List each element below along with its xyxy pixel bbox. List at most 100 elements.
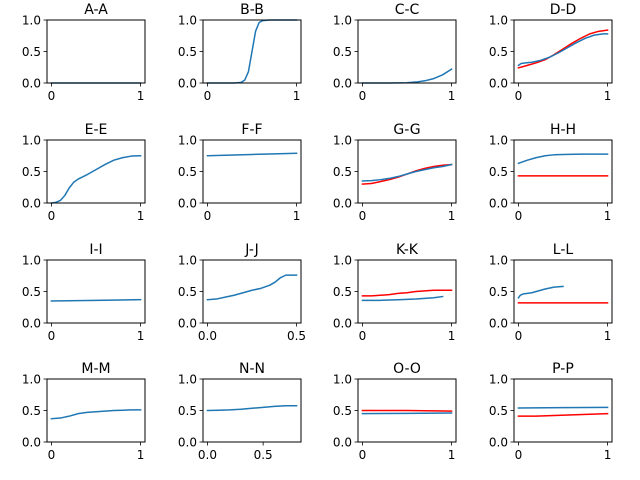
plot-frame bbox=[202, 259, 302, 324]
x-tick-label: 1 bbox=[293, 209, 301, 223]
x-tick-label: 0 bbox=[48, 329, 56, 343]
y-tick-label: 0.0 bbox=[178, 196, 197, 210]
subplot-p-p: P-P 0.0 0.5 1.0 0 1 bbox=[489, 361, 613, 462]
subplot-c-c: C-C 0.0 0.5 1.0 0 1 bbox=[333, 2, 457, 103]
y-tick-label: 1.0 bbox=[333, 13, 352, 27]
y-tick-label: 1.0 bbox=[22, 13, 41, 27]
x-tick-label: 1 bbox=[137, 329, 145, 343]
y-tick-label: 0.0 bbox=[178, 435, 197, 449]
subplot-f-f: F-F 0.0 0.5 1.0 0 1 bbox=[178, 122, 302, 223]
x-tick-label: 1 bbox=[604, 89, 612, 103]
y-tick-label: 0.0 bbox=[333, 435, 352, 449]
y-tick-label: 1.0 bbox=[22, 133, 41, 147]
y-tick-label: 1.0 bbox=[489, 13, 508, 27]
subplot-title: K-K bbox=[396, 242, 419, 258]
subplot-title: J-J bbox=[244, 242, 259, 258]
x-tick-label: 0 bbox=[359, 209, 367, 223]
y-tick-label: 1.0 bbox=[22, 372, 41, 386]
y-tick-label: 0.5 bbox=[178, 404, 197, 418]
plot-frame bbox=[46, 259, 146, 324]
subplot-n-n: N-N 0.0 0.5 1.0 0.0 0.5 bbox=[178, 361, 302, 462]
y-tick-label: 0.0 bbox=[22, 435, 41, 449]
series-line-0 bbox=[50, 154, 142, 204]
x-tick-label: 1 bbox=[604, 209, 612, 223]
series-line-0 bbox=[206, 152, 298, 157]
y-tick-label: 0.0 bbox=[178, 76, 197, 90]
subplot-title: D-D bbox=[550, 2, 577, 18]
subplot-o-o: O-O 0.0 0.5 1.0 0 1 bbox=[333, 361, 457, 462]
plot-frame bbox=[513, 378, 613, 443]
plot-frame bbox=[46, 19, 146, 84]
y-tick-label: 1.0 bbox=[333, 133, 352, 147]
series-line-1 bbox=[517, 406, 609, 409]
subplot-title: B-B bbox=[240, 2, 264, 18]
subplot-title: G-G bbox=[393, 122, 420, 138]
series-line-1 bbox=[517, 285, 564, 299]
series-line-0 bbox=[517, 29, 609, 69]
y-tick-label: 0.5 bbox=[489, 165, 508, 179]
x-tick-label: 0 bbox=[48, 89, 56, 103]
x-tick-label: 0 bbox=[515, 448, 523, 462]
x-tick-label: 0.5 bbox=[254, 448, 273, 462]
x-tick-label: 1 bbox=[448, 89, 456, 103]
y-tick-label: 0.0 bbox=[489, 196, 508, 210]
series-line-1 bbox=[361, 163, 453, 182]
series-line-0 bbox=[361, 409, 453, 412]
series-line-0 bbox=[206, 19, 298, 84]
plot-frame bbox=[357, 259, 457, 324]
series-line-0 bbox=[206, 405, 298, 412]
x-tick-label: 0 bbox=[359, 329, 367, 343]
series-line-1 bbox=[361, 412, 453, 415]
series-line-0 bbox=[50, 409, 142, 420]
y-tick-label: 1.0 bbox=[22, 253, 41, 267]
y-tick-label: 0.5 bbox=[333, 404, 352, 418]
y-tick-label: 0.5 bbox=[489, 285, 508, 299]
subplot-title: L-L bbox=[553, 242, 574, 258]
x-tick-label: 1 bbox=[604, 448, 612, 462]
y-tick-label: 0.5 bbox=[178, 285, 197, 299]
plot-frame bbox=[202, 139, 302, 204]
series-line-0 bbox=[50, 298, 142, 302]
y-tick-label: 0.5 bbox=[178, 45, 197, 59]
y-tick-label: 1.0 bbox=[489, 253, 508, 267]
y-tick-label: 0.0 bbox=[489, 316, 508, 330]
x-tick-label: 0 bbox=[48, 448, 56, 462]
subplot-title: F-F bbox=[241, 122, 262, 138]
y-tick-label: 0.5 bbox=[22, 165, 41, 179]
series-line-1 bbox=[517, 153, 609, 165]
subplot-b-b: B-B 0.0 0.5 1.0 0 1 bbox=[178, 2, 302, 103]
subplot-title: E-E bbox=[85, 122, 108, 138]
plot-frame bbox=[357, 139, 457, 204]
y-tick-label: 0.5 bbox=[489, 404, 508, 418]
series-line-1 bbox=[517, 33, 609, 67]
x-tick-label: 0 bbox=[48, 209, 56, 223]
subplot-i-i: I-I 0.0 0.5 1.0 0 1 bbox=[22, 242, 146, 343]
y-tick-label: 0.0 bbox=[22, 76, 41, 90]
subplot-g-g: G-G 0.0 0.5 1.0 0 1 bbox=[333, 122, 457, 223]
y-tick-label: 0.0 bbox=[22, 316, 41, 330]
plot-frame bbox=[513, 139, 613, 204]
series-line-1 bbox=[361, 295, 444, 302]
x-tick-label: 0.0 bbox=[198, 448, 217, 462]
x-tick-label: 0 bbox=[515, 89, 523, 103]
subplot-m-m: M-M 0.0 0.5 1.0 0 1 bbox=[22, 361, 146, 462]
x-tick-label: 0 bbox=[204, 89, 212, 103]
y-tick-label: 0.0 bbox=[22, 196, 41, 210]
y-tick-label: 0.0 bbox=[489, 76, 508, 90]
subplot-d-d: D-D 0.0 0.5 1.0 0 1 bbox=[489, 2, 613, 103]
subplot-e-e: E-E 0.0 0.5 1.0 0 1 bbox=[22, 122, 146, 223]
y-tick-label: 1.0 bbox=[489, 372, 508, 386]
x-tick-label: 1 bbox=[448, 329, 456, 343]
x-tick-label: 1 bbox=[137, 209, 145, 223]
y-tick-label: 0.5 bbox=[22, 45, 41, 59]
y-tick-label: 0.5 bbox=[178, 165, 197, 179]
y-tick-label: 0.5 bbox=[333, 165, 352, 179]
subplot-l-l: L-L 0.0 0.5 1.0 0 1 bbox=[489, 242, 613, 343]
x-tick-label: 0 bbox=[204, 209, 212, 223]
y-tick-label: 1.0 bbox=[178, 133, 197, 147]
y-tick-label: 1.0 bbox=[333, 372, 352, 386]
y-tick-label: 0.5 bbox=[22, 404, 41, 418]
x-tick-label: 1 bbox=[448, 209, 456, 223]
subplot-h-h: H-H 0.0 0.5 1.0 0 1 bbox=[489, 122, 613, 223]
y-tick-label: 0.0 bbox=[333, 316, 352, 330]
